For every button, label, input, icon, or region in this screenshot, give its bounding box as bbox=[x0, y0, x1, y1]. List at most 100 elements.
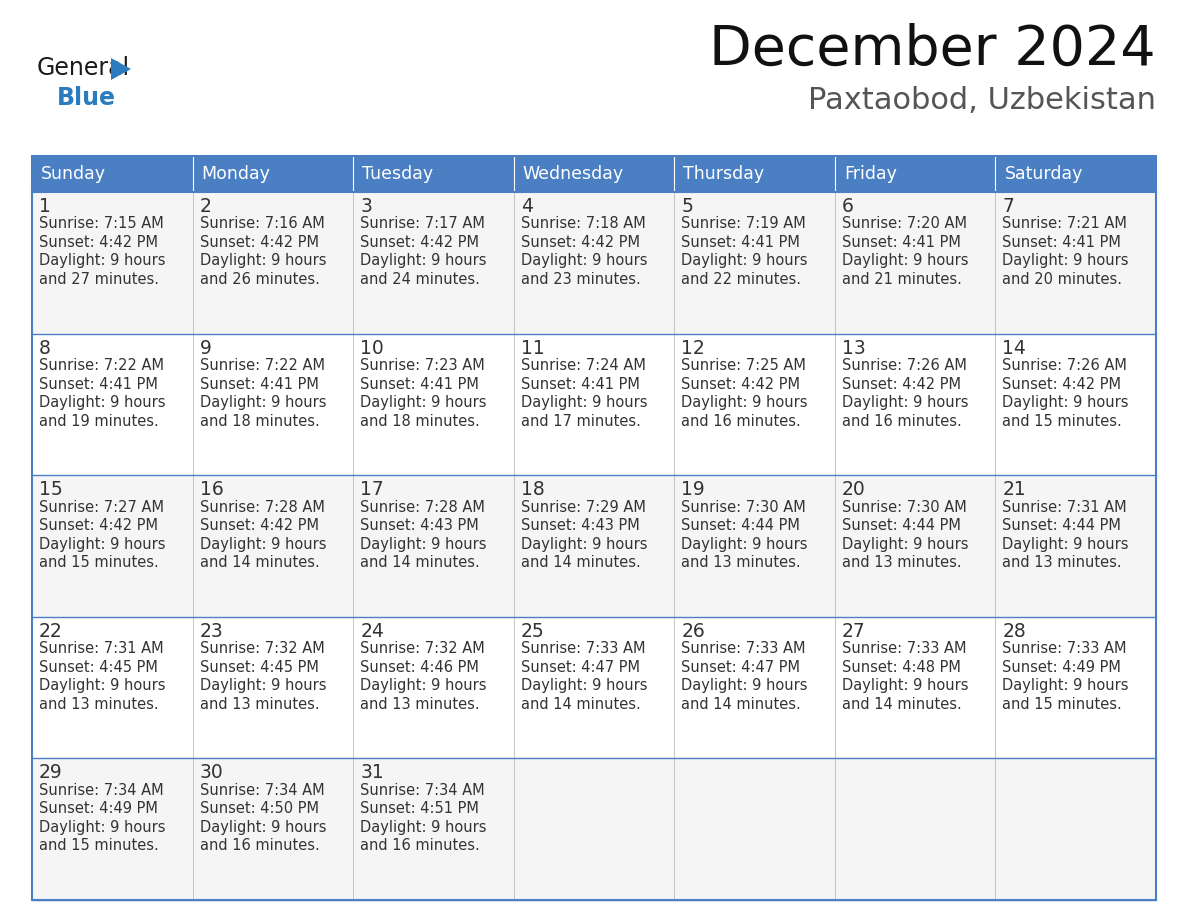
Text: Sunset: 4:43 PM: Sunset: 4:43 PM bbox=[360, 518, 479, 533]
Text: Sunset: 4:41 PM: Sunset: 4:41 PM bbox=[842, 235, 961, 250]
Text: Daylight: 9 hours: Daylight: 9 hours bbox=[200, 395, 326, 410]
Text: Daylight: 9 hours: Daylight: 9 hours bbox=[200, 253, 326, 268]
Text: Sunrise: 7:30 AM: Sunrise: 7:30 AM bbox=[681, 499, 805, 515]
Text: and 13 minutes.: and 13 minutes. bbox=[200, 697, 320, 711]
Text: Sunrise: 7:32 AM: Sunrise: 7:32 AM bbox=[200, 642, 324, 656]
Text: Daylight: 9 hours: Daylight: 9 hours bbox=[842, 678, 968, 693]
Text: Sunset: 4:42 PM: Sunset: 4:42 PM bbox=[200, 235, 318, 250]
Text: Sunset: 4:49 PM: Sunset: 4:49 PM bbox=[39, 801, 158, 816]
Text: Sunrise: 7:20 AM: Sunrise: 7:20 AM bbox=[842, 217, 967, 231]
Text: Daylight: 9 hours: Daylight: 9 hours bbox=[681, 537, 808, 552]
Text: Daylight: 9 hours: Daylight: 9 hours bbox=[1003, 253, 1129, 268]
Text: Daylight: 9 hours: Daylight: 9 hours bbox=[360, 678, 487, 693]
Bar bbox=[192, 156, 353, 192]
Text: 30: 30 bbox=[200, 764, 223, 782]
Text: 5: 5 bbox=[681, 197, 693, 216]
Text: Sunrise: 7:23 AM: Sunrise: 7:23 AM bbox=[360, 358, 485, 373]
Text: Sunrise: 7:22 AM: Sunrise: 7:22 AM bbox=[39, 358, 164, 373]
Text: Daylight: 9 hours: Daylight: 9 hours bbox=[842, 253, 968, 268]
Text: and 22 minutes.: and 22 minutes. bbox=[681, 272, 801, 287]
Text: Sunset: 4:45 PM: Sunset: 4:45 PM bbox=[39, 660, 158, 675]
Text: Daylight: 9 hours: Daylight: 9 hours bbox=[681, 395, 808, 410]
Text: Sunrise: 7:18 AM: Sunrise: 7:18 AM bbox=[520, 217, 645, 231]
Text: Daylight: 9 hours: Daylight: 9 hours bbox=[520, 253, 647, 268]
Text: 4: 4 bbox=[520, 197, 532, 216]
Text: Daylight: 9 hours: Daylight: 9 hours bbox=[39, 678, 165, 693]
Text: 6: 6 bbox=[842, 197, 854, 216]
Text: Sunrise: 7:16 AM: Sunrise: 7:16 AM bbox=[200, 217, 324, 231]
Text: Daylight: 9 hours: Daylight: 9 hours bbox=[1003, 537, 1129, 552]
Text: and 21 minutes.: and 21 minutes. bbox=[842, 272, 962, 287]
Text: Wednesday: Wednesday bbox=[523, 165, 624, 183]
Text: Daylight: 9 hours: Daylight: 9 hours bbox=[39, 537, 165, 552]
Text: Sunset: 4:41 PM: Sunset: 4:41 PM bbox=[200, 376, 318, 392]
Text: Sunrise: 7:28 AM: Sunrise: 7:28 AM bbox=[360, 499, 485, 515]
Text: Daylight: 9 hours: Daylight: 9 hours bbox=[360, 253, 487, 268]
Text: and 16 minutes.: and 16 minutes. bbox=[360, 838, 480, 854]
Text: Sunday: Sunday bbox=[42, 165, 106, 183]
Text: 17: 17 bbox=[360, 480, 384, 499]
Text: Daylight: 9 hours: Daylight: 9 hours bbox=[200, 537, 326, 552]
Text: Sunrise: 7:34 AM: Sunrise: 7:34 AM bbox=[200, 783, 324, 798]
Text: Daylight: 9 hours: Daylight: 9 hours bbox=[200, 820, 326, 834]
Text: December 2024: December 2024 bbox=[709, 23, 1156, 77]
Text: Saturday: Saturday bbox=[1004, 165, 1082, 183]
Text: and 24 minutes.: and 24 minutes. bbox=[360, 272, 480, 287]
Text: Daylight: 9 hours: Daylight: 9 hours bbox=[39, 253, 165, 268]
Text: 11: 11 bbox=[520, 339, 544, 358]
Text: Daylight: 9 hours: Daylight: 9 hours bbox=[360, 537, 487, 552]
Text: Daylight: 9 hours: Daylight: 9 hours bbox=[200, 678, 326, 693]
Text: General: General bbox=[37, 56, 131, 80]
Text: 13: 13 bbox=[842, 339, 866, 358]
Text: Sunset: 4:42 PM: Sunset: 4:42 PM bbox=[520, 235, 639, 250]
Text: and 13 minutes.: and 13 minutes. bbox=[842, 555, 961, 570]
Text: and 14 minutes.: and 14 minutes. bbox=[681, 697, 801, 711]
Text: Sunset: 4:51 PM: Sunset: 4:51 PM bbox=[360, 801, 479, 816]
Text: Sunset: 4:42 PM: Sunset: 4:42 PM bbox=[842, 376, 961, 392]
Text: and 20 minutes.: and 20 minutes. bbox=[1003, 272, 1123, 287]
Text: 26: 26 bbox=[681, 621, 704, 641]
Text: Sunset: 4:41 PM: Sunset: 4:41 PM bbox=[39, 376, 158, 392]
Text: and 26 minutes.: and 26 minutes. bbox=[200, 272, 320, 287]
Text: 19: 19 bbox=[681, 480, 704, 499]
Text: Sunset: 4:48 PM: Sunset: 4:48 PM bbox=[842, 660, 961, 675]
Text: Sunset: 4:50 PM: Sunset: 4:50 PM bbox=[200, 801, 318, 816]
Bar bbox=[32, 758, 1156, 900]
Text: and 14 minutes.: and 14 minutes. bbox=[520, 697, 640, 711]
Text: 8: 8 bbox=[39, 339, 51, 358]
Text: Daylight: 9 hours: Daylight: 9 hours bbox=[681, 678, 808, 693]
Text: Sunrise: 7:32 AM: Sunrise: 7:32 AM bbox=[360, 642, 485, 656]
Text: Tuesday: Tuesday bbox=[362, 165, 434, 183]
Text: Daylight: 9 hours: Daylight: 9 hours bbox=[520, 537, 647, 552]
Text: Sunset: 4:47 PM: Sunset: 4:47 PM bbox=[520, 660, 639, 675]
Text: Sunset: 4:41 PM: Sunset: 4:41 PM bbox=[520, 376, 639, 392]
Text: Sunrise: 7:26 AM: Sunrise: 7:26 AM bbox=[1003, 358, 1127, 373]
Text: Sunrise: 7:27 AM: Sunrise: 7:27 AM bbox=[39, 499, 164, 515]
Text: 20: 20 bbox=[842, 480, 866, 499]
Bar bbox=[675, 156, 835, 192]
Bar bbox=[835, 156, 996, 192]
Text: and 17 minutes.: and 17 minutes. bbox=[520, 414, 640, 429]
Text: and 18 minutes.: and 18 minutes. bbox=[200, 414, 320, 429]
Text: Sunset: 4:46 PM: Sunset: 4:46 PM bbox=[360, 660, 479, 675]
Text: 29: 29 bbox=[39, 764, 63, 782]
Text: 18: 18 bbox=[520, 480, 544, 499]
Text: and 23 minutes.: and 23 minutes. bbox=[520, 272, 640, 287]
Text: Daylight: 9 hours: Daylight: 9 hours bbox=[39, 395, 165, 410]
Text: Sunset: 4:41 PM: Sunset: 4:41 PM bbox=[360, 376, 479, 392]
Text: Daylight: 9 hours: Daylight: 9 hours bbox=[520, 678, 647, 693]
Text: 23: 23 bbox=[200, 621, 223, 641]
Text: 31: 31 bbox=[360, 764, 384, 782]
Text: Daylight: 9 hours: Daylight: 9 hours bbox=[681, 253, 808, 268]
Text: Daylight: 9 hours: Daylight: 9 hours bbox=[39, 820, 165, 834]
Polygon shape bbox=[110, 58, 131, 80]
Text: Sunrise: 7:24 AM: Sunrise: 7:24 AM bbox=[520, 358, 645, 373]
Text: Sunrise: 7:25 AM: Sunrise: 7:25 AM bbox=[681, 358, 807, 373]
Text: Sunset: 4:44 PM: Sunset: 4:44 PM bbox=[681, 518, 801, 533]
Text: Sunrise: 7:30 AM: Sunrise: 7:30 AM bbox=[842, 499, 967, 515]
Text: and 14 minutes.: and 14 minutes. bbox=[520, 555, 640, 570]
Text: and 13 minutes.: and 13 minutes. bbox=[39, 697, 159, 711]
Text: 15: 15 bbox=[39, 480, 63, 499]
Text: Sunrise: 7:22 AM: Sunrise: 7:22 AM bbox=[200, 358, 324, 373]
Text: Friday: Friday bbox=[843, 165, 897, 183]
